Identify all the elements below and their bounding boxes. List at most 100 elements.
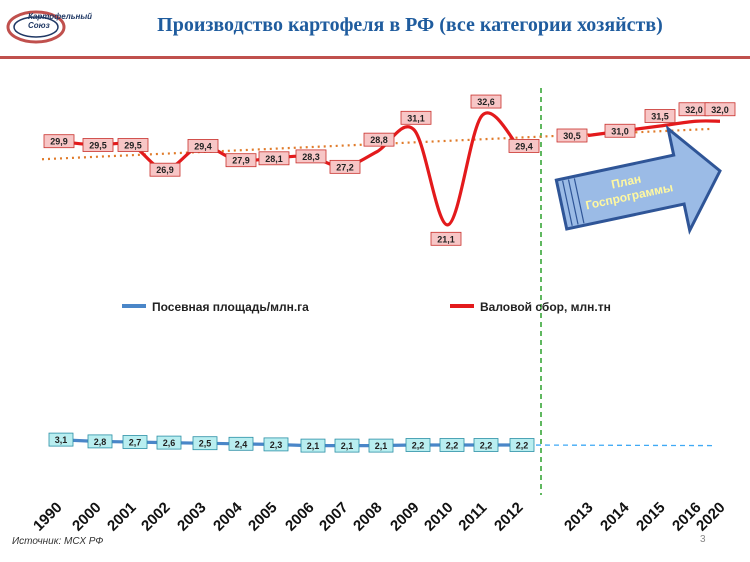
page-title: Производство картофеля в РФ (все категор… <box>157 14 663 36</box>
area-label-2006-box <box>300 438 326 453</box>
harvest-label-2002-text: 26,9 <box>156 165 174 175</box>
harvest-label-2010-text: 21,1 <box>437 234 455 244</box>
harvest-label-1990-text: 29,9 <box>50 137 68 147</box>
page-number: 3 <box>700 534 706 545</box>
harvest-label-2014: 31,0 <box>604 123 636 138</box>
harvest-label-2002-box <box>149 162 181 177</box>
area-label-1990-box <box>48 432 74 447</box>
harvest-label-2005: 28,1 <box>258 151 290 166</box>
area-label-2012: 2,2 <box>509 438 535 452</box>
plan-label-1: План <box>610 172 642 192</box>
harvest-label-2006-box <box>295 149 327 164</box>
area-label-2009-box <box>405 438 431 452</box>
harvest-label-2014-box <box>604 123 636 138</box>
plan-arrow-stripe-1 <box>567 179 579 225</box>
area-label-2008-box <box>368 438 394 453</box>
area-label-2009-text: 2,2 <box>412 441 425 451</box>
harvest-label-2020-text: 32,0 <box>711 105 729 115</box>
x-tick-2009: 2009 <box>387 499 423 535</box>
harvest-label-2007: 27,2 <box>329 159 361 174</box>
harvest-label-2012-box <box>508 139 540 153</box>
harvest-label-2005-box <box>258 151 290 166</box>
area-label-2001-box <box>122 435 148 449</box>
area-label-2003-box <box>192 436 218 451</box>
plan-arrow-shape <box>554 124 722 235</box>
plan-arrow-stripe-2 <box>573 178 585 224</box>
area-label-2006: 2,1 <box>300 438 326 453</box>
legend-harvest-label: Валовой сбор, млн.тн <box>480 300 611 314</box>
x-tick-2005: 2005 <box>245 499 281 535</box>
area-label-1990-text: 3,1 <box>55 435 68 445</box>
harvest-label-2020: 32,0 <box>704 102 736 117</box>
harvest-label-2001-text: 29,5 <box>124 141 142 151</box>
harvest-label-2009: 31,1 <box>400 110 432 125</box>
x-tick-2000: 2000 <box>69 499 105 535</box>
source-note: Источник: МСХ РФ <box>12 536 104 547</box>
x-tick-2015: 2015 <box>633 499 669 535</box>
x-tick-2001: 2001 <box>104 499 140 535</box>
harvest-label-2008: 28,8 <box>363 132 395 147</box>
harvest-label-2003-box <box>187 139 219 153</box>
harvest-label-2004: 27,9 <box>225 153 257 168</box>
harvest-label-2003-text: 29,4 <box>194 141 212 151</box>
area-label-1990: 3,1 <box>48 432 74 447</box>
harvest-label-2008-box <box>363 132 395 147</box>
logo-icon <box>6 10 66 44</box>
area-label-2004-text: 2,4 <box>235 439 248 449</box>
harvest-label-2000-box <box>82 138 114 152</box>
x-tick-2012: 2012 <box>491 499 527 535</box>
x-tick-1990: 1990 <box>30 499 66 535</box>
area-label-2011: 2,2 <box>473 438 499 452</box>
harvest-label-1990-box <box>43 134 75 149</box>
area-line-projection <box>517 444 713 447</box>
area-label-2011-text: 2,2 <box>480 441 493 451</box>
x-tick-2014: 2014 <box>597 499 633 535</box>
area-label-2001-text: 2,7 <box>129 438 142 448</box>
harvest-label-2001: 29,5 <box>117 138 149 152</box>
harvest-label-2013-box <box>556 128 588 143</box>
harvest-label-2011-box <box>470 94 502 109</box>
harvest-label-2006: 28,3 <box>295 149 327 164</box>
area-label-2005-text: 2,3 <box>270 440 283 450</box>
harvest-label-2006-text: 28,3 <box>302 152 320 162</box>
harvest-line-historical <box>56 111 520 227</box>
x-tick-2002: 2002 <box>138 499 174 535</box>
harvest-label-2013-text: 30,5 <box>563 131 581 141</box>
x-tick-2003: 2003 <box>174 499 210 535</box>
harvest-label-2007-box <box>329 159 361 174</box>
harvest-label-2010: 21,1 <box>430 231 462 246</box>
x-tick-2013: 2013 <box>561 499 597 535</box>
area-label-2010-box <box>439 438 465 452</box>
area-label-2002-text: 2,6 <box>163 438 176 448</box>
area-label-2000: 2,8 <box>87 434 113 449</box>
area-label-2000-box <box>87 434 113 449</box>
area-label-2005-box <box>263 437 289 452</box>
harvest-label-2002: 26,9 <box>149 162 181 177</box>
harvest-label-2010-box <box>430 231 462 246</box>
area-label-2007-text: 2,1 <box>341 441 354 451</box>
area-label-2008-text: 2,1 <box>375 441 388 451</box>
harvest-label-2001-box <box>117 138 149 152</box>
area-label-2008: 2,1 <box>368 438 394 453</box>
area-label-2000-text: 2,8 <box>94 437 107 447</box>
harvest-label-1990: 29,9 <box>43 134 75 149</box>
area-label-2011-box <box>473 438 499 452</box>
harvest-label-2009-text: 31,1 <box>407 113 425 123</box>
harvest-label-2020-box <box>704 102 736 117</box>
slide-header: Картофельный Союз Производство картофеля… <box>0 0 750 59</box>
harvest-label-2005-text: 28,1 <box>265 154 283 164</box>
harvest-label-2013: 30,5 <box>556 128 588 143</box>
area-label-2002: 2,6 <box>156 435 182 450</box>
logo-text: Картофельный Союз <box>28 12 93 30</box>
harvest-label-2004-box <box>225 153 257 168</box>
harvest-label-2004-text: 27,9 <box>232 156 250 166</box>
x-tick-2008: 2008 <box>350 499 386 535</box>
area-label-2005: 2,3 <box>263 437 289 452</box>
x-tick-2004: 2004 <box>210 499 246 535</box>
harvest-label-2015-text: 31,5 <box>651 112 669 122</box>
area-label-2012-box <box>509 438 535 452</box>
harvest-label-2012-text: 29,4 <box>515 141 533 151</box>
area-label-2010-text: 2,2 <box>446 441 459 451</box>
harvest-label-2012: 29,4 <box>508 139 540 153</box>
